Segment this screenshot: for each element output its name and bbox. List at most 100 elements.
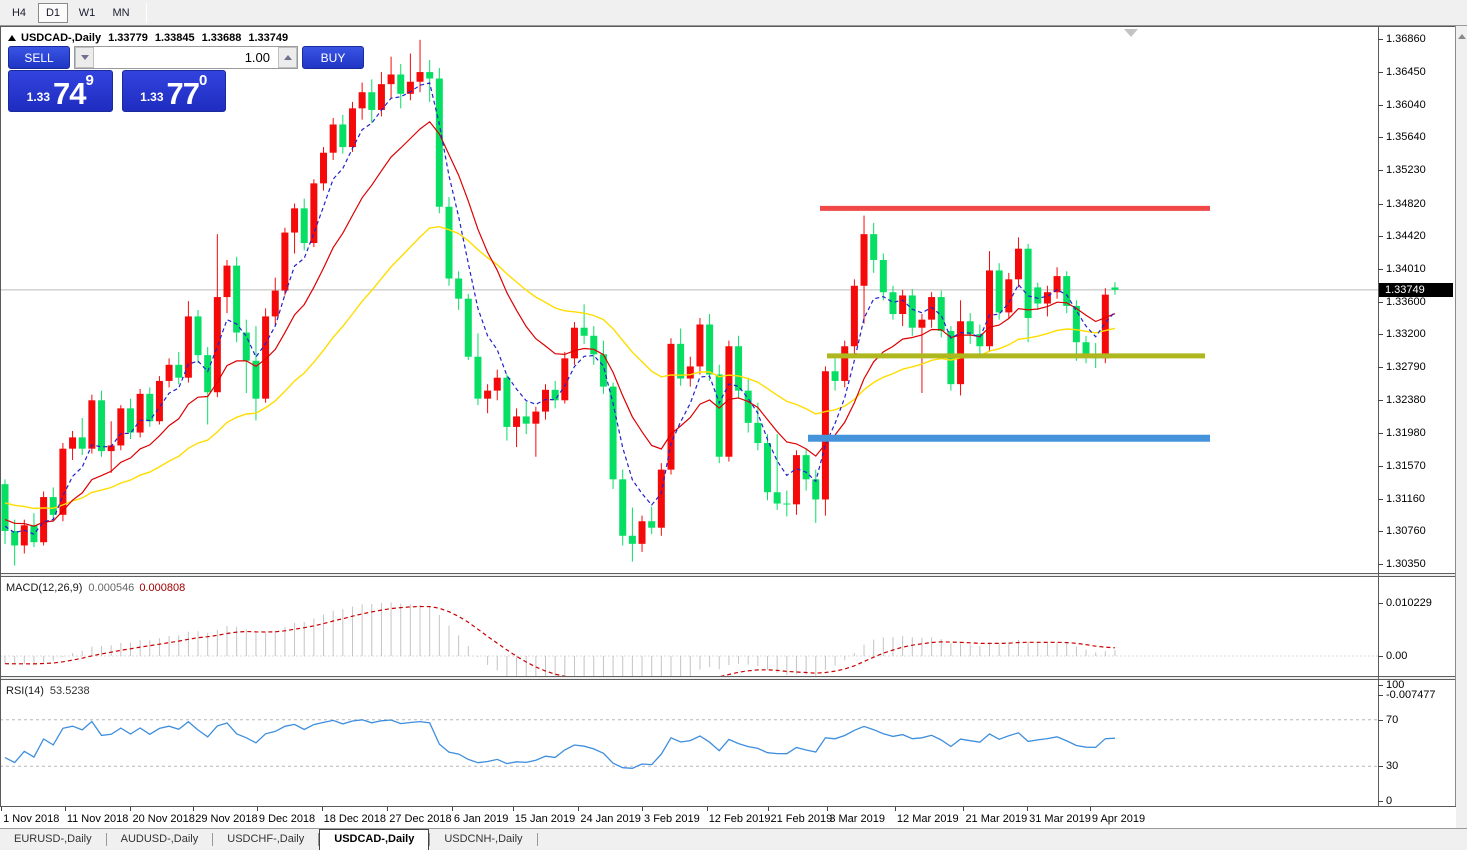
ohlc-low: 1.33688 <box>201 32 242 44</box>
chart-left-border <box>0 26 1 806</box>
ohlc-high: 1.33845 <box>154 32 195 44</box>
macd-main-value: 0.000546 <box>88 582 135 594</box>
axis-tick-mark <box>1378 367 1383 369</box>
current-price-badge: 1.33749 <box>1379 282 1453 297</box>
price-axis-label: 1.32380 <box>1386 394 1426 407</box>
chevron-up-icon <box>283 55 292 60</box>
macd-axis-label: -0.007477 <box>1386 688 1436 701</box>
date-axis-label: 27 Dec 2018 <box>389 813 452 825</box>
macd-signal-line <box>4 605 1116 676</box>
macd-name: MACD(12,26,9) <box>6 582 83 594</box>
price-axis-label: 1.36860 <box>1386 33 1426 45</box>
timeframe-tab-mn[interactable]: MN <box>112 6 130 19</box>
sell-price-display[interactable]: 1.33 74 9 <box>8 70 113 112</box>
date-tick-mark <box>578 807 580 811</box>
volume-input[interactable] <box>94 47 278 68</box>
symbol-tab-usdcad[interactable]: USDCAD-,Daily <box>319 829 430 850</box>
date-tick-mark <box>451 807 453 811</box>
buy-price-display[interactable]: 1.33 77 0 <box>121 70 226 112</box>
chart-top-border <box>0 26 1456 27</box>
axis-tick-mark <box>1378 268 1383 270</box>
pane-splitter-macd[interactable] <box>0 573 1456 577</box>
tab-separator <box>105 833 107 846</box>
date-axis-label: 9 Apr 2019 <box>1091 813 1146 825</box>
price-axis-label: 1.32790 <box>1386 361 1426 374</box>
rsi-pane-canvas[interactable] <box>0 680 1378 806</box>
price-axis-label: 1.34820 <box>1386 197 1426 210</box>
candlestick-series <box>1 39 1119 566</box>
symbol-tab-eurusd[interactable]: EURUSD-,Daily <box>14 833 92 845</box>
axis-tick-mark <box>1378 432 1383 434</box>
sell-button[interactable]: SELL <box>8 46 70 69</box>
axis-tick-mark <box>1378 530 1383 532</box>
macd-pane-canvas[interactable] <box>0 577 1378 676</box>
date-axis-label: 3 Mar 2019 <box>829 813 885 825</box>
date-axis-label: 3 Feb 2019 <box>644 813 700 825</box>
axis-tick-mark <box>1378 301 1383 303</box>
symbol-tab-usdcnh[interactable]: USDCNH-,Daily <box>444 833 523 845</box>
volume-decrease-button[interactable] <box>75 47 94 68</box>
rsi-level-lines <box>0 719 1378 767</box>
chart-title: USDCAD-,Daily 1.33779 1.33845 1.33688 1.… <box>8 32 288 44</box>
date-tick-mark <box>963 807 965 811</box>
rsi-indicator-label: RSI(14) 53.5238 <box>6 685 90 697</box>
main-chart-canvas[interactable] <box>0 27 1378 572</box>
price-axis-label: 1.36450 <box>1386 66 1426 79</box>
one-click-trading-panel: SELL BUY 1.33 74 9 1.33 77 0 <box>8 46 364 112</box>
date-axis-label: 9 Dec 2018 <box>258 813 316 825</box>
volume-increase-button[interactable] <box>278 47 297 68</box>
date-tick-mark <box>768 807 770 811</box>
price-axis-separator <box>1378 26 1379 806</box>
axis-tick-mark <box>1378 656 1383 657</box>
axis-tick-mark <box>1378 170 1383 172</box>
axis-tick-mark <box>1378 603 1383 604</box>
axis-tick-mark <box>1378 766 1383 768</box>
timeframe-tab-w1[interactable]: W1 <box>78 6 96 19</box>
symbol-tab-usdchf[interactable]: USDCHF-,Daily <box>227 833 305 845</box>
ohlc-close: 1.33749 <box>248 32 289 44</box>
price-axis-label: 1.35640 <box>1386 131 1426 144</box>
buy-price-pip: 0 <box>199 72 208 89</box>
price-axis-label: 1.35230 <box>1386 164 1426 177</box>
pane-splitter-rsi[interactable] <box>0 676 1456 680</box>
timeframe-tab-h4[interactable]: H4 <box>11 6 27 19</box>
axis-tick-mark <box>1378 137 1383 139</box>
axis-tick-mark <box>1378 685 1383 686</box>
date-axis-label: 6 Jan 2019 <box>453 813 509 825</box>
rsi-axis-label: 30 <box>1386 760 1399 773</box>
timeframe-toolbar: H4 D1 W1 MN <box>0 0 1467 26</box>
date-axis-label: 11 Nov 2018 <box>66 813 129 825</box>
chart-shift-marker-icon <box>1124 29 1138 37</box>
axis-tick-mark <box>1378 235 1383 237</box>
buy-price-prefix: 1.33 <box>140 90 164 104</box>
date-tick-mark <box>256 807 258 811</box>
chart-symbol-label: USDCAD-,Daily <box>21 32 102 44</box>
date-axis-label: 1 Nov 2018 <box>3 813 60 825</box>
buy-button[interactable]: BUY <box>302 46 364 69</box>
date-axis-label: 20 Nov 2018 <box>132 813 195 825</box>
date-axis-label: 21 Mar 2019 <box>965 813 1028 825</box>
chart-window: USDCAD-,Daily 1.33779 1.33845 1.33688 1.… <box>0 26 1467 828</box>
axis-tick-mark <box>1378 203 1383 205</box>
price-axis-label: 1.31980 <box>1386 426 1426 439</box>
timeframe-tab-d1[interactable]: D1 <box>38 2 68 23</box>
date-tick-mark <box>706 807 708 811</box>
date-axis[interactable]: 1 Nov 2018 11 Nov 2018 20 Nov 2018 29 Nov 2… <box>0 806 1456 828</box>
date-tick-mark <box>321 807 323 811</box>
date-tick-mark <box>894 807 896 811</box>
date-tick-mark <box>1 807 3 811</box>
price-axis-label: 1.31160 <box>1386 492 1425 505</box>
tab-separator <box>429 833 431 846</box>
date-axis-label: 12 Mar 2019 <box>896 813 959 825</box>
one-click-collapse-icon[interactable] <box>8 35 16 41</box>
date-tick-mark <box>642 807 644 811</box>
macd-axis-label: 0.00 <box>1386 650 1408 662</box>
date-tick-mark <box>130 807 132 811</box>
window-scroll-strip[interactable] <box>1456 26 1467 828</box>
axis-tick-mark <box>1378 400 1383 402</box>
date-axis-label: 18 Dec 2018 <box>323 813 386 825</box>
tab-separator <box>536 833 538 846</box>
macd-signal-value: 0.000808 <box>139 582 186 594</box>
symbol-tab-audusd[interactable]: AUDUSD-,Daily <box>120 833 199 845</box>
